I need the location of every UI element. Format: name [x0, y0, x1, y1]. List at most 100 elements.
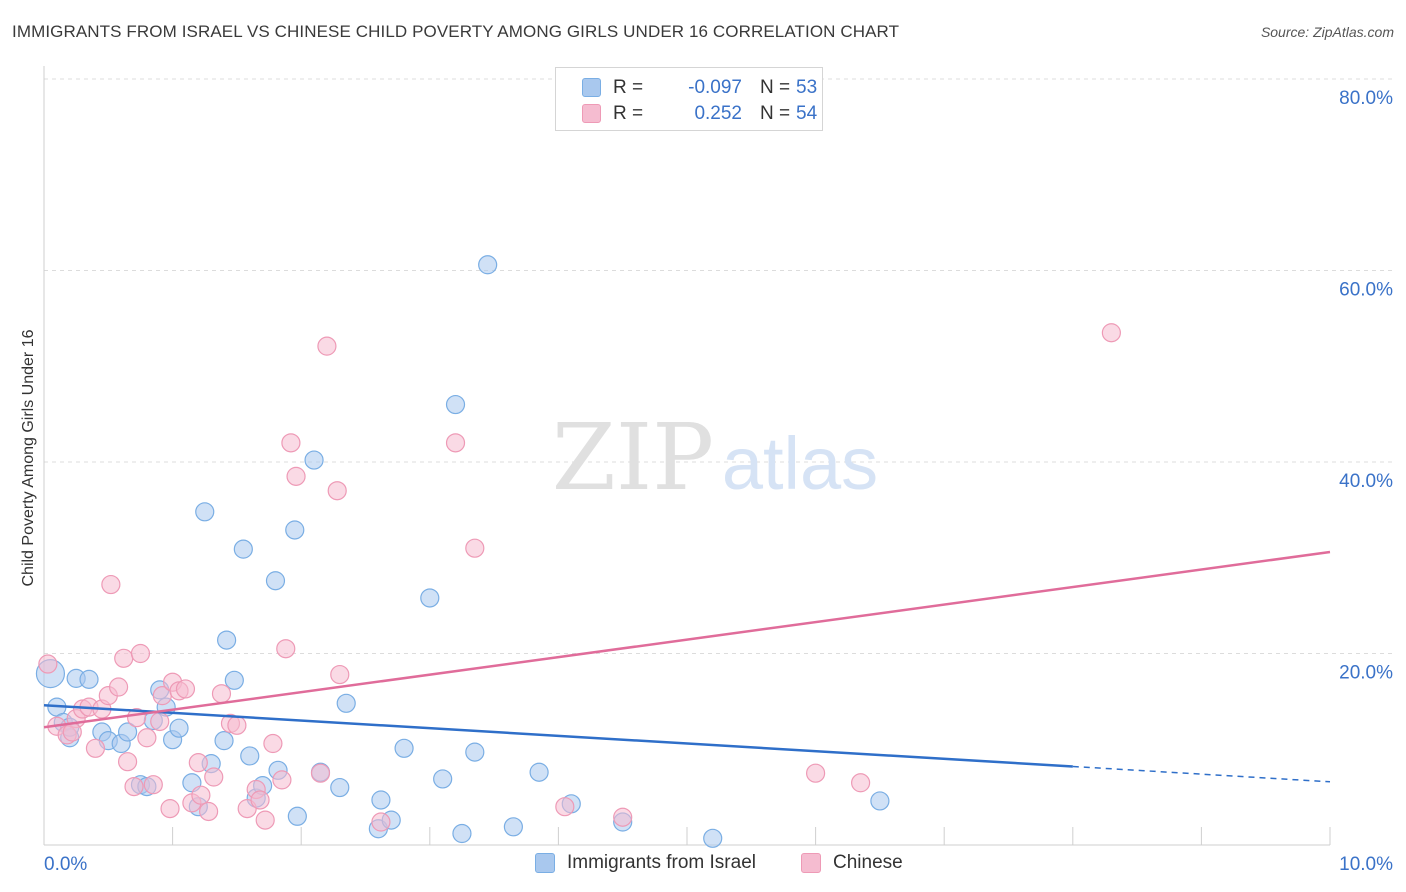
- scatter-point-israel: [214, 731, 234, 751]
- scatter-point-chinese: [255, 810, 275, 830]
- scatter-point-israel: [233, 539, 253, 559]
- r-label: R =: [613, 103, 644, 124]
- scatter-point-chinese: [117, 752, 138, 772]
- scatter-point-israel: [433, 769, 453, 789]
- legend-label-israel: Immigrants from Israel: [567, 852, 756, 873]
- scatter-point-israel: [287, 806, 307, 826]
- scatter-point-israel: [169, 718, 189, 738]
- trend-line-israel-extension: [1072, 765, 1331, 783]
- scatter-point-chinese: [276, 639, 296, 659]
- grid-layer: [44, 78, 1394, 654]
- scatter-point-chinese: [114, 648, 134, 668]
- scatter-point-israel: [394, 738, 414, 758]
- scatter-point-chinese: [191, 785, 211, 805]
- scatter-point-chinese: [101, 574, 121, 595]
- n-label: N =: [760, 103, 791, 124]
- scatter-point-chinese: [250, 790, 270, 810]
- legend-swatch-israel: [535, 853, 555, 873]
- scatter-point-israel: [265, 571, 286, 591]
- legend-swatch-chinese: [582, 104, 601, 123]
- scatter-point-chinese: [330, 664, 350, 685]
- y-tick-label: 40.0%: [1339, 471, 1393, 492]
- scatter-point-chinese: [281, 433, 301, 453]
- chart-title: IMMIGRANTS FROM ISRAEL VS CHINESE CHILD …: [12, 22, 900, 41]
- scatter-point-israel: [336, 693, 356, 713]
- scatter-point-chinese: [371, 812, 391, 832]
- r-value: -0.097: [688, 77, 742, 98]
- scatter-point-chinese: [108, 677, 129, 697]
- n-value: 54: [796, 103, 818, 124]
- scatter-point-chinese: [124, 776, 144, 797]
- y-tick-label: 20.0%: [1339, 663, 1393, 684]
- scatter-point-chinese: [317, 336, 337, 356]
- scatter-point-israel: [870, 791, 890, 811]
- series-legend: Immigrants from Israel Chinese: [0, 852, 1406, 878]
- scatter-point-chinese: [199, 801, 219, 822]
- scatter-point-chinese: [851, 773, 871, 793]
- scatter-point-chinese: [227, 715, 247, 735]
- scatter-point-chinese: [188, 753, 208, 773]
- watermark: ZIP atlas: [552, 404, 878, 511]
- scatter-point-chinese: [1101, 323, 1121, 343]
- y-tick-label: 80.0%: [1339, 88, 1393, 109]
- scatter-point-israel: [285, 520, 305, 540]
- scatter-point-chinese: [150, 711, 170, 732]
- scatter-point-chinese: [211, 684, 232, 704]
- scatter-point-chinese: [38, 654, 58, 674]
- watermark-atlas: atlas: [722, 422, 878, 505]
- scatter-point-israel: [452, 823, 472, 844]
- scatter-point-chinese: [555, 797, 575, 817]
- scatter-point-chinese: [62, 722, 82, 742]
- scatter-point-chinese: [85, 738, 106, 758]
- scatter-point-israel: [503, 817, 523, 837]
- r-label: R =: [613, 77, 644, 98]
- x-tick-label: 10.0%: [1339, 854, 1393, 875]
- scatter-point-israel: [478, 255, 498, 275]
- x-tick-label: 0.0%: [44, 854, 87, 875]
- y-tick-label: 60.0%: [1339, 280, 1393, 301]
- legend-swatch-israel: [582, 78, 601, 97]
- scatter-point-chinese: [137, 728, 157, 748]
- scatter-point-chinese: [204, 767, 224, 787]
- scatter-point-israel: [304, 450, 324, 470]
- scatter-point-israel: [330, 777, 350, 798]
- scatter-point-chinese: [327, 481, 347, 501]
- scatter-point-chinese: [143, 775, 163, 795]
- scatter-point-israel: [703, 828, 723, 848]
- stats-legend: R = -0.097 N = 53 R = 0.252 N = 54: [555, 67, 823, 131]
- scatter-point-chinese: [272, 770, 292, 790]
- scatter-point-israel: [445, 394, 466, 415]
- scatter-point-israel: [371, 790, 391, 810]
- scatter-point-chinese: [263, 733, 283, 754]
- scatter-point-israel: [465, 742, 485, 762]
- n-value: 53: [796, 77, 818, 98]
- scatter-point-israel: [529, 762, 549, 782]
- scatter-point-israel: [195, 502, 215, 522]
- legend-label-chinese: Chinese: [833, 852, 903, 873]
- scatter-point-israel: [224, 670, 244, 690]
- tick-label-layer: 20.0% 40.0% 60.0% 80.0% 0.0% 10.0%: [44, 88, 1393, 875]
- scatter-point-chinese: [286, 466, 306, 486]
- trend-line-israel: [43, 703, 1073, 768]
- scatter-point-chinese: [130, 643, 151, 664]
- scatter-point-chinese: [160, 799, 180, 819]
- scatter-point-chinese: [465, 538, 485, 558]
- trend-line-chinese: [43, 550, 1331, 729]
- scatter-point-israel: [420, 588, 440, 608]
- scatter-point-israel: [217, 630, 237, 650]
- source-label: Source: ZipAtlas.com: [1260, 24, 1394, 40]
- scatter-point-chinese: [613, 807, 633, 827]
- points-layer: [35, 255, 1121, 848]
- axes-layer: [43, 66, 1331, 846]
- r-value: 0.252: [694, 103, 742, 124]
- legend-swatch-chinese: [801, 853, 821, 873]
- scatter-point-israel: [240, 746, 260, 766]
- watermark-zip: ZIP: [552, 404, 714, 511]
- scatter-point-chinese: [445, 433, 466, 453]
- scatter-point-chinese: [175, 679, 196, 699]
- scatter-point-israel: [79, 669, 99, 689]
- scatter-point-israel: [117, 722, 138, 742]
- n-label: N =: [760, 77, 791, 98]
- trend-layer: [43, 550, 1331, 783]
